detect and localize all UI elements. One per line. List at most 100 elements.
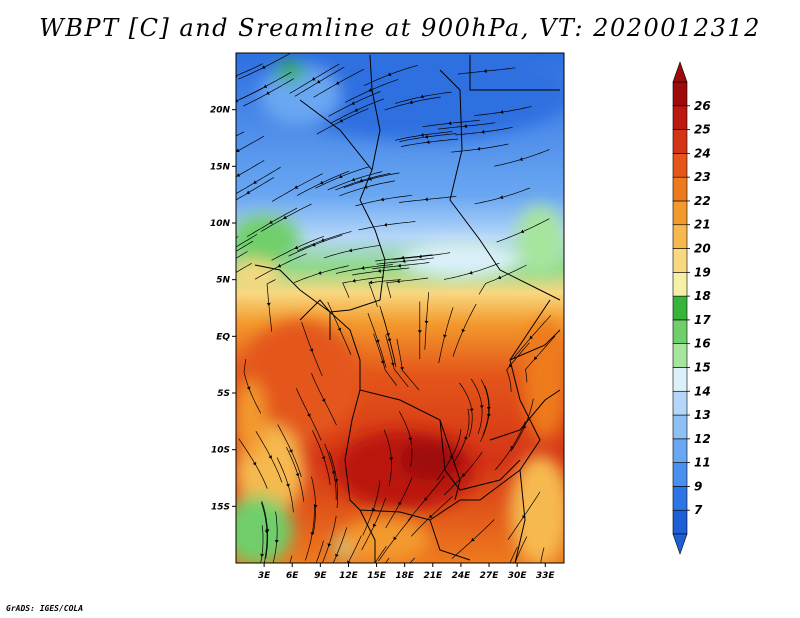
- colorbar-swatch: [672, 486, 688, 511]
- streamline-arrowhead: [418, 254, 422, 259]
- streamline-arrowhead: [481, 129, 485, 134]
- streamline-arrowhead: [352, 278, 356, 283]
- streamline-arrowhead: [335, 553, 339, 558]
- streamline-arrowhead: [424, 134, 429, 139]
- streamline: [407, 475, 445, 521]
- streamline-arrowhead: [417, 330, 422, 334]
- streamline-arrowhead: [519, 157, 523, 161]
- streamline-arrowhead: [331, 471, 336, 475]
- streamline-arrowhead: [402, 259, 406, 264]
- colorbar-swatch: [672, 248, 688, 273]
- streamline-arrowhead: [226, 254, 230, 257]
- streamline-arrowhead: [354, 108, 358, 112]
- streamline-arrowhead: [266, 91, 270, 95]
- streamline-arrowhead: [393, 536, 397, 541]
- streamline-arrowhead: [277, 263, 282, 268]
- colorbar-swatch: [672, 81, 688, 107]
- streamline-arrowhead: [236, 98, 239, 103]
- streamline-arrowhead: [281, 582, 285, 586]
- streamline-arrowhead: [361, 266, 365, 270]
- colorbar-swatch: [672, 272, 688, 297]
- colorbar-label: 19: [694, 265, 711, 279]
- streamline-arrowhead: [420, 133, 424, 137]
- streamline-arrowhead: [321, 398, 326, 402]
- streamline: [362, 480, 381, 536]
- streamline: [335, 264, 393, 274]
- streamline-arrowhead: [471, 537, 475, 542]
- streamline-arrowhead: [334, 479, 339, 483]
- streamline: [424, 292, 430, 350]
- colorbar-high-arrow: [672, 61, 688, 83]
- streamline: [236, 251, 248, 259]
- streamline-arrowhead: [295, 473, 300, 477]
- streamline-arrowhead: [409, 100, 413, 105]
- streamline-arrowhead: [211, 249, 215, 253]
- streamline-arrowhead: [283, 215, 287, 219]
- streamline: [385, 557, 390, 563]
- streamline-arrowhead: [347, 560, 351, 563]
- streamline-arrowhead: [469, 408, 474, 412]
- streamline: [238, 438, 268, 489]
- streamline-arrowhead: [327, 543, 332, 547]
- streamline: [296, 170, 350, 196]
- streamline-arrowhead: [286, 483, 290, 488]
- streamline-arrowhead: [387, 72, 392, 77]
- lat-tick-label: 20N: [210, 106, 231, 116]
- streamline: [311, 476, 316, 534]
- streamline: [335, 173, 391, 191]
- streamline-arrowhead: [236, 173, 241, 177]
- colorbar-label: 9: [694, 479, 702, 493]
- streamline-arrowhead: [497, 275, 502, 280]
- streamline-arrowhead: [274, 540, 279, 544]
- streamline: [452, 303, 477, 357]
- streamline-arrowhead: [256, 585, 260, 589]
- streamline: [399, 195, 457, 203]
- colorbar-label: 15: [694, 360, 711, 374]
- lat-tick-label: 15S: [211, 502, 230, 512]
- streamline-arrowhead: [372, 523, 377, 528]
- colorbar-low-arrow: [672, 533, 688, 555]
- colorbar-label: 22: [694, 194, 711, 208]
- streamline-arrowhead: [351, 177, 356, 182]
- streamline: [455, 126, 513, 136]
- colorbar-label: 18: [694, 289, 711, 303]
- streamline-arrowhead: [338, 174, 343, 179]
- streamline: [395, 91, 452, 104]
- colorbar-swatch: [672, 390, 688, 416]
- colorbar-swatch: [672, 509, 688, 535]
- streamline-arrowhead: [307, 413, 311, 417]
- lon-tick-label: 9E: [314, 571, 327, 581]
- streamline: [327, 301, 352, 355]
- colorbar-label: 21: [694, 218, 711, 232]
- colorbar-label: 26: [694, 99, 711, 113]
- grads-credit: GrADS: IGES/COLA: [6, 604, 84, 613]
- streamline-arrowhead: [486, 413, 491, 418]
- streamline: [246, 207, 298, 237]
- streamline: [295, 388, 322, 441]
- streamline-arrowhead: [462, 473, 466, 477]
- streamline-arrowhead: [253, 180, 257, 184]
- chart-title: WBPT [C] and Sreamline at 900hPa, VT: 20…: [39, 14, 761, 42]
- streamline-arrowhead: [463, 124, 467, 129]
- streamline-arrowhead: [335, 81, 340, 85]
- colorbar-label: 14: [694, 384, 711, 398]
- streamline: [509, 546, 518, 563]
- colorbar-label: 23: [694, 170, 711, 184]
- streamline-arrowhead: [294, 185, 299, 189]
- colorbar-swatch: [672, 367, 688, 392]
- streamline: [236, 236, 239, 239]
- colorbar-swatch: [672, 414, 688, 440]
- colorbar-label: 13: [694, 408, 711, 422]
- streamline: [236, 262, 252, 273]
- streamline-arrowhead: [371, 581, 374, 585]
- lat-tick-label: 5N: [216, 276, 230, 286]
- latitude-axis: 20N 15N 10N 5N EQ 5S 10S 15S: [210, 106, 236, 512]
- streamline: [260, 203, 312, 232]
- streamline-arrowhead: [268, 455, 272, 459]
- streamline: [410, 496, 453, 537]
- streamline-arrowhead: [266, 302, 271, 306]
- lon-tick-label: 21E: [423, 571, 443, 581]
- streamline-arrowhead: [486, 407, 491, 410]
- streamline-arrowhead: [380, 360, 385, 364]
- colorbar-swatch: [672, 295, 688, 321]
